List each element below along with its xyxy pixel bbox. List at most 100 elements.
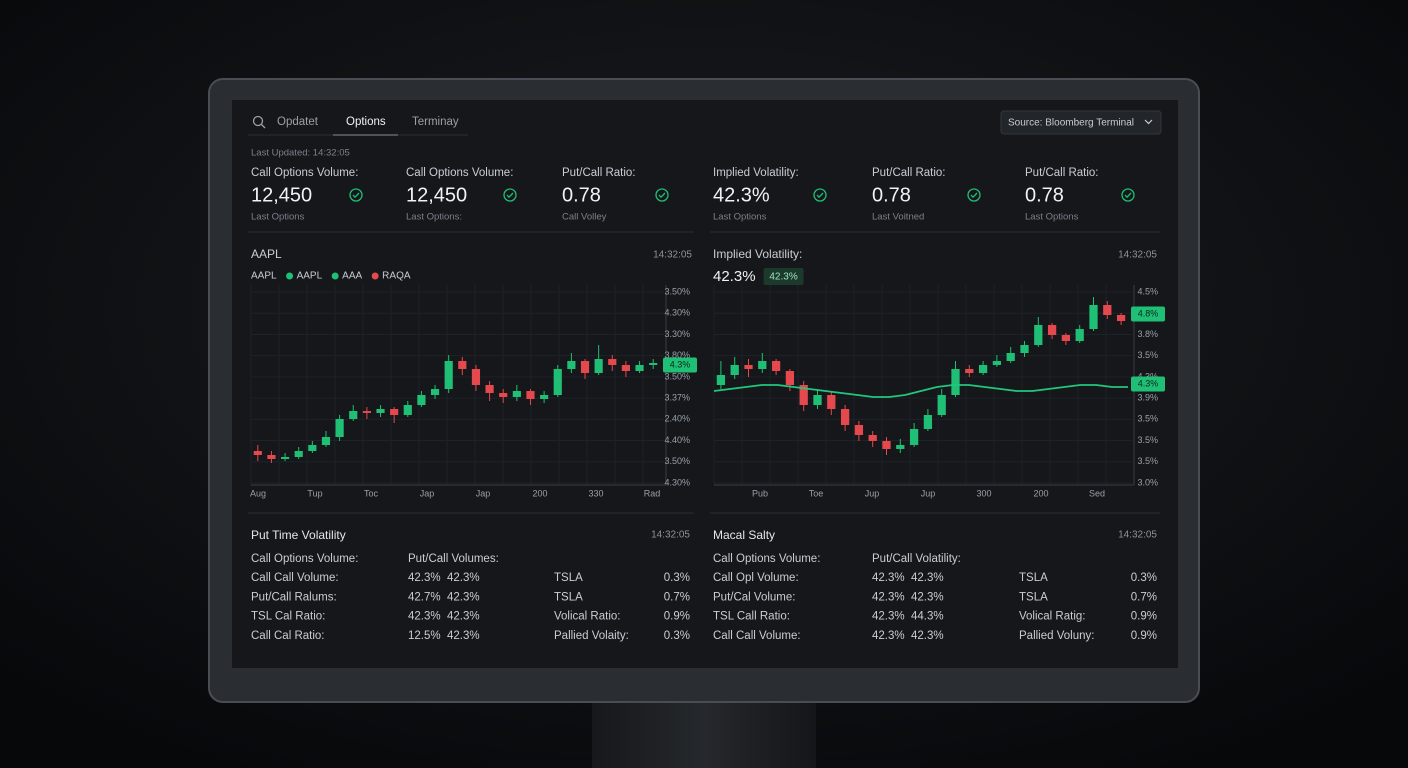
candle-body (485, 385, 494, 393)
stat-label: Call Options Volume: (406, 167, 513, 179)
candle-body (1034, 325, 1043, 345)
candle-body (868, 435, 877, 441)
candle-body (882, 441, 891, 449)
candle-body (1075, 329, 1084, 341)
last-updated: Last Updated: 14:32:05 (251, 148, 350, 159)
table-title: Put Time Volatility (251, 528, 346, 542)
source-dropdown[interactable] (1000, 110, 1162, 135)
candle-body (335, 419, 344, 437)
tab[interactable]: Opdatet (277, 116, 319, 128)
stat-label: Call Options Volume: (251, 167, 358, 179)
candle-body (827, 395, 836, 409)
candle-body (840, 409, 850, 425)
stat-value: 12,450 (251, 184, 312, 206)
monitor-stand (592, 700, 816, 768)
candle-body (744, 365, 753, 369)
candle-body (471, 369, 481, 385)
table-cell: 42.3% 44.3% (872, 611, 944, 623)
stat-sub: Last Options (713, 212, 767, 223)
stat-sub: Last Options (1025, 212, 1079, 223)
x-axis-label: 300 (976, 488, 991, 498)
stat-value: 0.78 (872, 184, 911, 206)
tab[interactable]: Options (346, 116, 386, 128)
legend-dot (286, 272, 294, 280)
table-cell: 0.9% (664, 611, 690, 623)
candle-body (730, 365, 739, 375)
legend-dot (331, 272, 339, 280)
table-time: 14:32:05 (651, 530, 690, 541)
table-header: Call Options Volume: (713, 553, 820, 565)
candle-body (1103, 305, 1112, 315)
stat-value: 0.78 (562, 184, 601, 206)
x-axis-label: Jup (865, 488, 880, 498)
check-mark (506, 192, 514, 199)
candle-body (253, 451, 262, 455)
table-header: Call Options Volume: (251, 553, 358, 565)
check-mark (352, 192, 360, 199)
candle-body (390, 409, 399, 415)
candle-body (896, 445, 905, 449)
y-axis-label: 4.5% (1137, 286, 1158, 296)
table-cell: TSL Cal Ratio: (251, 611, 325, 623)
y-axis-label: 3.8% (1137, 329, 1158, 339)
chart-title: Implied Volatility: (713, 247, 802, 261)
check-icon (813, 188, 827, 202)
stat-value: 12,450 (406, 184, 467, 206)
chart-title: AAPL (251, 247, 282, 261)
check-icon (349, 188, 363, 202)
table-cell: TSLA (554, 591, 583, 603)
check-mark (658, 192, 666, 199)
y-axis-label: 4.30% (664, 308, 690, 318)
y-axis-label: 3.5% (1137, 350, 1158, 360)
table-cell: Put/Cal Volume: (713, 591, 795, 603)
check-icon (967, 188, 981, 202)
table-cell: Pallied Voluny: (1019, 630, 1094, 642)
candle-body (951, 369, 960, 395)
y-axis-label: 3.5% (1137, 456, 1158, 466)
candle-body (1061, 335, 1071, 341)
x-axis-label: 200 (1033, 488, 1048, 498)
table-cell: Call Cal Ratio: (251, 630, 325, 642)
y-axis-label: 3.9% (1137, 392, 1158, 402)
x-axis-label: Pub (752, 488, 768, 498)
price-tag (1131, 376, 1165, 392)
stat-value: 0.78 (1025, 184, 1064, 206)
candle-body (635, 365, 644, 371)
table-cell: TSLA (1019, 572, 1048, 584)
candle-body (937, 395, 946, 415)
chart-time: 14:32:05 (1118, 250, 1157, 261)
table-cell: Call Call Volume: (713, 630, 801, 642)
stat-sub: Last Options (251, 212, 305, 223)
display (232, 100, 1178, 668)
tab[interactable]: Terminay (412, 116, 459, 128)
x-axis-label: Toe (809, 488, 824, 498)
candle-body (1116, 315, 1126, 321)
volatility-line (713, 384, 1128, 398)
candle-body (458, 361, 467, 369)
candle-body (608, 359, 617, 365)
table-cell: Call Opl Volume: (713, 572, 799, 584)
source-label: Source: Bloomberg Terminal (1008, 118, 1134, 129)
stat-sub: Last Voitned (872, 212, 924, 223)
y-axis-label: 4.30% (664, 477, 690, 487)
table-cell: 0.3% (664, 630, 690, 642)
y-axis-label: 3.80% (664, 350, 690, 360)
y-axis-label: 3.0% (1137, 477, 1158, 487)
table-cell: Volical Ratig: (1019, 611, 1085, 623)
table-cell: 0.9% (1131, 611, 1157, 623)
candle-body (1020, 345, 1029, 353)
stat-label: Implied Volatility: (713, 167, 799, 179)
price-tag-label: 4.3% (1138, 378, 1159, 388)
x-axis-label: 200 (532, 488, 547, 498)
table-cell: Pallied Volaity: (554, 630, 629, 642)
candle-body (649, 363, 658, 365)
legend-label: AAA (342, 271, 362, 282)
candle-body (267, 455, 276, 459)
price-tag (663, 357, 697, 373)
search-icon[interactable] (252, 115, 266, 129)
table-cell: Volical Ratio: (554, 611, 620, 623)
table-cell: 42.3% 42.3% (408, 572, 480, 584)
candle-body (526, 391, 535, 399)
table-cell: 0.9% (1131, 630, 1157, 642)
legend-label: RAQA (382, 271, 411, 282)
